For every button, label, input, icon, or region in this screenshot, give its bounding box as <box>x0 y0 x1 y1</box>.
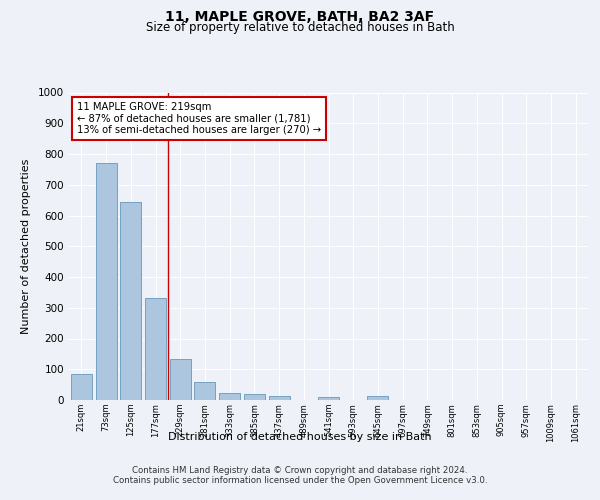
Text: Distribution of detached houses by size in Bath: Distribution of detached houses by size … <box>168 432 432 442</box>
Bar <box>269 396 290 400</box>
Bar <box>194 382 215 400</box>
Bar <box>95 163 116 400</box>
Bar <box>145 298 166 400</box>
Bar <box>170 359 191 400</box>
Bar <box>244 394 265 400</box>
Bar <box>71 374 92 400</box>
Text: 11, MAPLE GROVE, BATH, BA2 3AF: 11, MAPLE GROVE, BATH, BA2 3AF <box>166 10 434 24</box>
Text: Size of property relative to detached houses in Bath: Size of property relative to detached ho… <box>146 21 454 34</box>
Y-axis label: Number of detached properties: Number of detached properties <box>21 158 31 334</box>
Bar <box>120 202 141 400</box>
Text: Contains HM Land Registry data © Crown copyright and database right 2024.: Contains HM Land Registry data © Crown c… <box>132 466 468 475</box>
Text: 11 MAPLE GROVE: 219sqm
← 87% of detached houses are smaller (1,781)
13% of semi-: 11 MAPLE GROVE: 219sqm ← 87% of detached… <box>77 102 321 135</box>
Text: Contains public sector information licensed under the Open Government Licence v3: Contains public sector information licen… <box>113 476 487 485</box>
Bar <box>367 396 388 400</box>
Bar <box>318 397 339 400</box>
Bar <box>219 392 240 400</box>
